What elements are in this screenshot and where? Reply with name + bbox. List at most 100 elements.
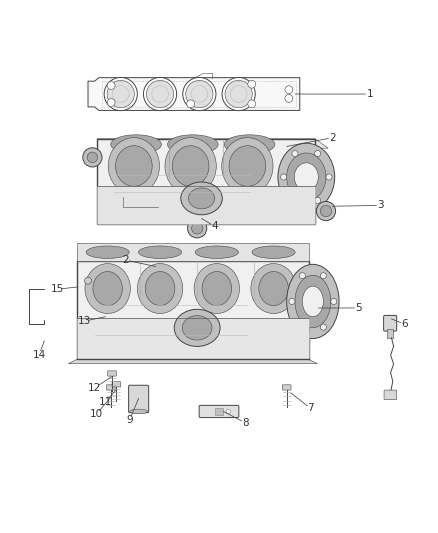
Ellipse shape — [138, 264, 183, 313]
Ellipse shape — [259, 271, 288, 305]
Text: 5: 5 — [355, 303, 362, 313]
Circle shape — [187, 100, 194, 108]
Ellipse shape — [224, 135, 275, 154]
Circle shape — [191, 223, 203, 234]
Ellipse shape — [116, 146, 152, 187]
Ellipse shape — [182, 316, 212, 340]
Circle shape — [225, 80, 252, 108]
FancyBboxPatch shape — [283, 385, 291, 390]
Text: 9: 9 — [126, 415, 133, 425]
Text: 1: 1 — [366, 89, 373, 99]
Circle shape — [107, 80, 134, 108]
Circle shape — [299, 273, 305, 279]
Circle shape — [107, 99, 115, 107]
Ellipse shape — [278, 143, 335, 211]
Circle shape — [320, 205, 332, 217]
Ellipse shape — [295, 275, 331, 328]
FancyBboxPatch shape — [97, 185, 315, 224]
Text: 11: 11 — [99, 397, 112, 407]
Circle shape — [285, 86, 293, 94]
Polygon shape — [68, 359, 317, 364]
FancyBboxPatch shape — [106, 385, 115, 390]
FancyBboxPatch shape — [199, 405, 239, 417]
Ellipse shape — [86, 246, 129, 259]
Text: 15: 15 — [51, 284, 64, 294]
Text: 12: 12 — [88, 383, 101, 393]
Ellipse shape — [85, 264, 131, 313]
FancyBboxPatch shape — [384, 316, 397, 331]
FancyBboxPatch shape — [112, 382, 121, 387]
Circle shape — [186, 80, 213, 108]
Polygon shape — [88, 78, 300, 110]
Text: 2: 2 — [329, 133, 336, 143]
Ellipse shape — [174, 309, 220, 346]
Circle shape — [331, 298, 337, 304]
Ellipse shape — [194, 264, 240, 313]
Circle shape — [292, 150, 298, 157]
Circle shape — [107, 82, 115, 90]
Circle shape — [85, 277, 92, 284]
Circle shape — [226, 409, 230, 414]
Circle shape — [83, 148, 102, 167]
Ellipse shape — [251, 264, 296, 313]
Circle shape — [320, 324, 326, 330]
Circle shape — [281, 174, 287, 180]
Circle shape — [187, 219, 207, 238]
Circle shape — [299, 324, 305, 330]
Circle shape — [320, 273, 326, 279]
Text: 3: 3 — [377, 200, 384, 211]
FancyBboxPatch shape — [384, 390, 397, 400]
Circle shape — [222, 77, 255, 111]
Text: 2: 2 — [122, 255, 128, 265]
Text: 6: 6 — [401, 319, 408, 329]
Ellipse shape — [130, 394, 148, 399]
FancyBboxPatch shape — [129, 385, 149, 413]
Circle shape — [294, 324, 305, 335]
Ellipse shape — [195, 246, 238, 259]
Polygon shape — [97, 139, 328, 148]
Circle shape — [248, 100, 256, 108]
Text: 8: 8 — [242, 418, 248, 428]
Circle shape — [104, 77, 138, 111]
Ellipse shape — [181, 182, 222, 215]
Ellipse shape — [188, 188, 215, 209]
Circle shape — [290, 320, 309, 340]
Polygon shape — [77, 244, 308, 261]
Ellipse shape — [167, 135, 218, 154]
FancyBboxPatch shape — [387, 329, 393, 338]
Ellipse shape — [202, 271, 232, 305]
Circle shape — [314, 197, 321, 204]
Ellipse shape — [108, 138, 159, 195]
Circle shape — [292, 197, 298, 204]
Ellipse shape — [229, 146, 266, 187]
FancyBboxPatch shape — [108, 371, 117, 376]
Text: 14: 14 — [32, 350, 46, 360]
FancyBboxPatch shape — [97, 139, 315, 224]
Text: 4: 4 — [211, 221, 218, 231]
Circle shape — [289, 298, 295, 304]
Circle shape — [183, 77, 216, 111]
Ellipse shape — [130, 409, 148, 414]
Text: 10: 10 — [90, 409, 103, 418]
FancyBboxPatch shape — [77, 318, 308, 359]
Ellipse shape — [287, 264, 339, 338]
FancyBboxPatch shape — [215, 408, 223, 415]
Text: 13: 13 — [78, 316, 91, 326]
Ellipse shape — [222, 138, 273, 195]
Circle shape — [326, 174, 332, 180]
Text: 7: 7 — [307, 403, 314, 414]
Ellipse shape — [302, 286, 323, 317]
Circle shape — [146, 80, 173, 108]
Ellipse shape — [93, 271, 123, 305]
Ellipse shape — [138, 246, 182, 259]
Ellipse shape — [294, 163, 318, 191]
FancyBboxPatch shape — [77, 261, 308, 359]
Ellipse shape — [165, 138, 216, 195]
Circle shape — [314, 150, 321, 157]
Ellipse shape — [287, 153, 326, 201]
Circle shape — [285, 94, 293, 102]
Ellipse shape — [145, 271, 175, 305]
Ellipse shape — [111, 135, 161, 154]
Ellipse shape — [252, 246, 295, 259]
Circle shape — [316, 201, 336, 221]
